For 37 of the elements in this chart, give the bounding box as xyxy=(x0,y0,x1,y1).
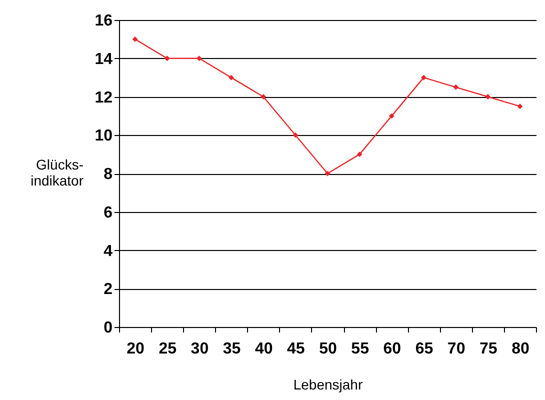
y-axis-title: Glücks- indikator xyxy=(30,156,84,188)
point xyxy=(356,152,362,158)
point xyxy=(260,94,266,100)
y-tick-label: 14 xyxy=(94,50,113,68)
x-axis-title: Lebensjahr xyxy=(293,376,363,392)
y-tick-label: 12 xyxy=(94,89,113,106)
y-tick-label: 4 xyxy=(104,242,113,260)
x-tick-label: 60 xyxy=(383,340,402,358)
y-tick-label: 6 xyxy=(104,204,113,222)
y-tick-label: 2 xyxy=(104,281,113,298)
point xyxy=(485,94,491,100)
point xyxy=(453,84,459,90)
point xyxy=(420,74,426,80)
x-tick-label: 75 xyxy=(479,340,498,358)
point xyxy=(388,113,394,119)
point xyxy=(517,104,523,110)
point xyxy=(228,74,234,80)
x-tick-label: 35 xyxy=(222,340,241,358)
y-tick-label: 0 xyxy=(104,320,113,336)
x-tick-label: 65 xyxy=(415,340,434,358)
x-tick-label: 70 xyxy=(447,340,466,358)
x-tick-label: 20 xyxy=(126,340,145,358)
point xyxy=(324,170,330,176)
y-tick-label: 8 xyxy=(104,166,113,183)
x-tick-label: 25 xyxy=(158,340,177,358)
x-tick-label: 40 xyxy=(254,340,273,358)
x-tick-label: 80 xyxy=(512,340,530,358)
point xyxy=(132,36,138,42)
x-tick-label: 55 xyxy=(351,340,370,358)
x-tick-label: 45 xyxy=(287,340,305,358)
x-tick-label: 50 xyxy=(319,340,337,358)
point xyxy=(292,132,298,138)
point xyxy=(164,56,170,62)
x-tick-label: 30 xyxy=(190,340,209,358)
y-tick-label: 16 xyxy=(94,12,113,30)
point xyxy=(196,56,202,62)
y-tick-label: 10 xyxy=(94,128,113,145)
